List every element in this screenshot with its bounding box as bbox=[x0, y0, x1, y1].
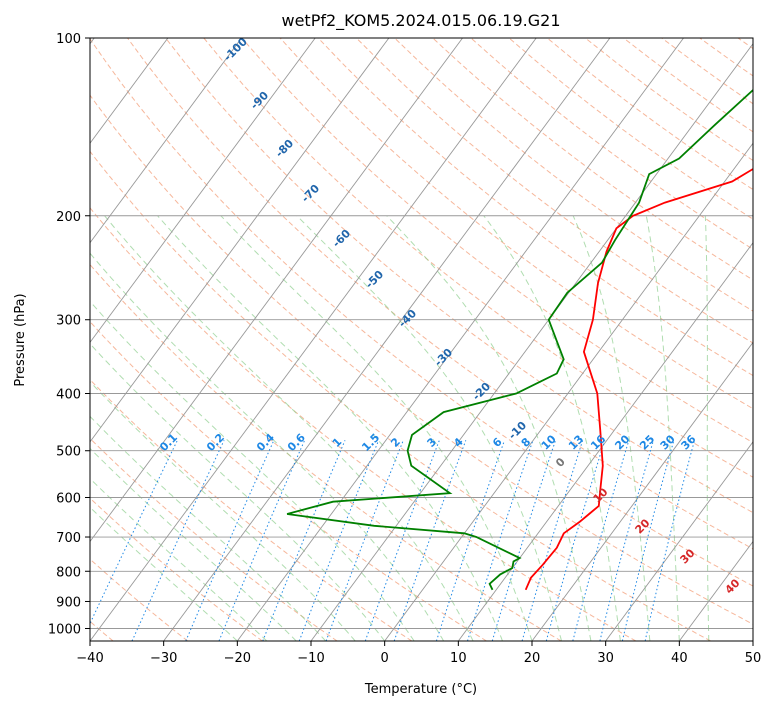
mixing-ratio-line bbox=[467, 440, 534, 641]
mixing-ratio-line bbox=[185, 440, 275, 641]
isotherm-line bbox=[90, 38, 463, 543]
dry-adiabat-line bbox=[90, 558, 189, 641]
mixing-ratio-line bbox=[572, 440, 630, 641]
plot-area: -100-90-80-70-60-50-40-30-20-100.1 0.2 0.4… bbox=[90, 38, 753, 641]
moist-adiabat-line bbox=[572, 215, 651, 641]
y-tick-label: 100 bbox=[56, 32, 81, 47]
moist-adiabat-line bbox=[483, 215, 621, 641]
dry-adiabat-line bbox=[90, 207, 637, 641]
mixing-ratio-line bbox=[644, 440, 695, 641]
x-tick-label: 50 bbox=[745, 651, 762, 666]
x-tick-label: 0 bbox=[381, 651, 389, 666]
y-axis: 100 200 300 400 500 600 700 800 900 1000 bbox=[48, 32, 90, 637]
isobar-gridlines bbox=[90, 38, 753, 629]
isotherm-line bbox=[90, 38, 537, 641]
mixing-ratio-line bbox=[545, 440, 606, 641]
y-tick-label: 400 bbox=[56, 388, 81, 403]
moist-adiabat-line bbox=[90, 447, 297, 641]
moist-adiabat-line bbox=[704, 215, 710, 641]
x-tick-label: −30 bbox=[150, 651, 177, 666]
temperature-profile-line bbox=[524, 167, 753, 591]
isotherm-line bbox=[236, 38, 684, 641]
mixing-ratio-line bbox=[435, 440, 505, 641]
moist-adiabat-line bbox=[90, 381, 356, 641]
isotherm-line bbox=[90, 38, 390, 443]
x-tick-label: 40 bbox=[671, 651, 688, 666]
y-tick-label: 1000 bbox=[48, 622, 81, 637]
x-tick-label: −20 bbox=[224, 651, 251, 666]
dry-adiabat-line bbox=[279, 38, 753, 410]
moist-adiabat-line bbox=[90, 300, 415, 641]
moist-adiabat-line bbox=[645, 215, 680, 641]
isotherm-line bbox=[605, 441, 753, 641]
isotherm-line bbox=[384, 142, 753, 641]
x-tick-label: −40 bbox=[76, 651, 103, 666]
x-tick-label: 10 bbox=[450, 651, 467, 666]
isotherm-line bbox=[457, 242, 753, 641]
dry-adiabat-line bbox=[90, 320, 487, 641]
y-tick-label: 900 bbox=[56, 595, 81, 610]
mixing-ratio-line bbox=[621, 440, 675, 641]
dewpoint-profile-line bbox=[286, 88, 753, 591]
x-tick-label: −10 bbox=[297, 651, 324, 666]
dry-adiabat-line bbox=[90, 263, 562, 641]
moist-adiabat-line bbox=[386, 215, 592, 641]
mixing-ratio-line bbox=[325, 440, 404, 641]
moist-adiabat-line bbox=[90, 477, 268, 641]
moist-adiabat-line bbox=[90, 415, 327, 641]
isotherm-line bbox=[90, 38, 242, 244]
dry-adiabat-line bbox=[90, 94, 753, 625]
x-tick-label: 20 bbox=[524, 651, 541, 666]
moist-adiabat-line bbox=[90, 343, 386, 641]
x-axis: −40 −30 −20 −10 0 10 20 30 40 50 bbox=[76, 641, 761, 666]
plot-frame bbox=[89, 37, 754, 642]
dry-adiabat-line bbox=[90, 437, 338, 641]
profile-series bbox=[286, 88, 753, 591]
y-tick-label: 600 bbox=[56, 491, 81, 506]
y-tick-label: 200 bbox=[56, 210, 81, 225]
mixing-ratio-line bbox=[599, 440, 654, 641]
dry-adiabat-line bbox=[127, 38, 753, 550]
mixing-ratio-line bbox=[131, 440, 225, 641]
y-tick-label: 700 bbox=[56, 531, 81, 546]
x-axis-label: Temperature (°C) bbox=[364, 682, 477, 697]
isotherm-line bbox=[310, 42, 753, 641]
isotherm-line bbox=[90, 38, 169, 145]
isotherm-line bbox=[90, 38, 316, 344]
moist-adiabat-line bbox=[90, 252, 445, 641]
mixing-ratio-lines bbox=[90, 440, 695, 641]
y-tick-label: 500 bbox=[56, 445, 81, 460]
y-tick-label: 800 bbox=[56, 565, 81, 580]
isotherm-line bbox=[531, 341, 753, 641]
mixing-ratio-line bbox=[364, 440, 440, 641]
mixing-ratio-line bbox=[218, 440, 306, 641]
moist-adiabat-line bbox=[220, 215, 533, 641]
moist-adiabats bbox=[90, 215, 710, 641]
moist-adiabat-line bbox=[157, 215, 503, 641]
dry-adiabat-line bbox=[394, 38, 753, 312]
isotherms bbox=[90, 38, 753, 641]
y-tick-label: 300 bbox=[56, 314, 81, 329]
isotherm-line bbox=[163, 38, 611, 641]
moist-adiabat-line bbox=[104, 215, 474, 641]
x-tick-label: 30 bbox=[597, 651, 614, 666]
dry-adiabat-line bbox=[90, 150, 711, 641]
y-axis-label: Pressure (hPa) bbox=[13, 293, 28, 386]
chart-title: wetPf2_KOM5.2024.015.06.19.G21 bbox=[281, 11, 560, 31]
dry-adiabat-line bbox=[241, 38, 753, 444]
moist-adiabat-line bbox=[90, 506, 238, 641]
moist-adiabat-line bbox=[296, 215, 562, 641]
